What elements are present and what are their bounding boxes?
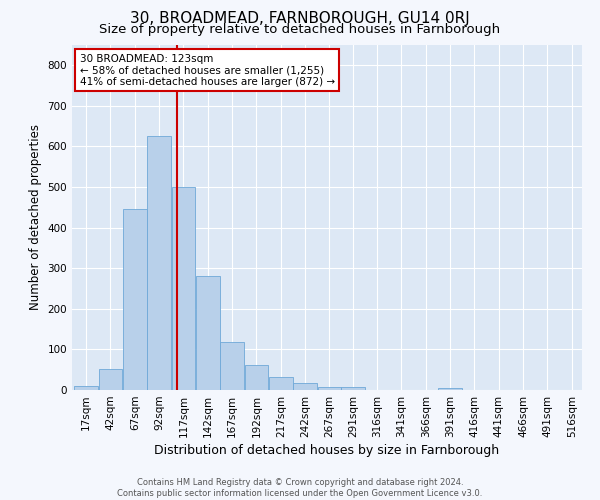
Bar bbox=[98, 369, 122, 390]
X-axis label: Distribution of detached houses by size in Farnborough: Distribution of detached houses by size … bbox=[154, 444, 500, 457]
Bar bbox=[172, 187, 196, 390]
Bar bbox=[74, 386, 98, 390]
Bar bbox=[341, 387, 365, 390]
Bar bbox=[147, 136, 171, 390]
Bar bbox=[317, 387, 341, 390]
Y-axis label: Number of detached properties: Number of detached properties bbox=[29, 124, 42, 310]
Text: Size of property relative to detached houses in Farnborough: Size of property relative to detached ho… bbox=[100, 22, 500, 36]
Bar bbox=[196, 276, 220, 390]
Text: 30 BROADMEAD: 123sqm
← 58% of detached houses are smaller (1,255)
41% of semi-de: 30 BROADMEAD: 123sqm ← 58% of detached h… bbox=[80, 54, 335, 87]
Text: Contains HM Land Registry data © Crown copyright and database right 2024.
Contai: Contains HM Land Registry data © Crown c… bbox=[118, 478, 482, 498]
Bar bbox=[220, 342, 244, 390]
Bar bbox=[123, 208, 146, 390]
Bar bbox=[293, 382, 317, 390]
Bar bbox=[438, 388, 462, 390]
Text: 30, BROADMEAD, FARNBOROUGH, GU14 0RJ: 30, BROADMEAD, FARNBOROUGH, GU14 0RJ bbox=[130, 12, 470, 26]
Bar bbox=[269, 376, 293, 390]
Bar bbox=[245, 365, 268, 390]
